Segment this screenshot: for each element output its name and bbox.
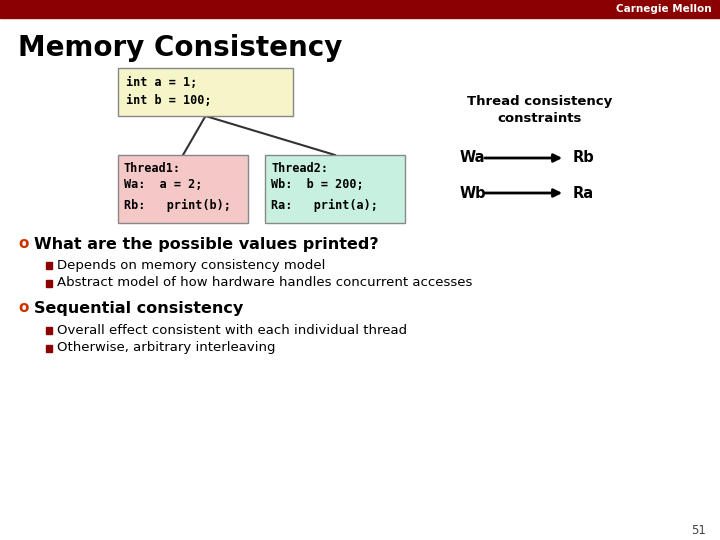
Text: Ra:   print(a);: Ra: print(a); bbox=[271, 199, 378, 212]
Text: Carnegie Mellon: Carnegie Mellon bbox=[616, 4, 712, 14]
Text: o: o bbox=[18, 237, 28, 252]
Text: Thread2:: Thread2: bbox=[271, 161, 328, 174]
FancyBboxPatch shape bbox=[118, 68, 293, 116]
Text: Depends on memory consistency model: Depends on memory consistency model bbox=[57, 259, 325, 272]
Text: Wa: Wa bbox=[460, 151, 485, 165]
Text: Thread consistency
constraints: Thread consistency constraints bbox=[467, 95, 613, 125]
Text: Overall effect consistent with each individual thread: Overall effect consistent with each indi… bbox=[57, 323, 407, 336]
Text: Wb:  b = 200;: Wb: b = 200; bbox=[271, 179, 364, 192]
Bar bbox=[46, 262, 52, 269]
Text: Rb: Rb bbox=[573, 151, 595, 165]
Text: int b = 100;: int b = 100; bbox=[126, 93, 212, 106]
FancyBboxPatch shape bbox=[265, 155, 405, 223]
Text: Thread1:: Thread1: bbox=[124, 161, 181, 174]
Text: int a = 1;: int a = 1; bbox=[126, 76, 197, 89]
Bar bbox=[46, 280, 52, 287]
FancyBboxPatch shape bbox=[118, 155, 248, 223]
Bar bbox=[0, 0, 720, 18]
Text: What are the possible values printed?: What are the possible values printed? bbox=[34, 237, 379, 252]
Text: Sequential consistency: Sequential consistency bbox=[34, 300, 243, 315]
Text: Rb:   print(b);: Rb: print(b); bbox=[124, 199, 231, 212]
Text: Wb: Wb bbox=[460, 186, 487, 200]
Text: o: o bbox=[18, 300, 28, 315]
Text: Abstract model of how hardware handles concurrent accesses: Abstract model of how hardware handles c… bbox=[57, 276, 472, 289]
Bar bbox=[46, 345, 52, 352]
Text: Wa:  a = 2;: Wa: a = 2; bbox=[124, 179, 202, 192]
Text: Otherwise, arbitrary interleaving: Otherwise, arbitrary interleaving bbox=[57, 341, 276, 354]
Text: Ra: Ra bbox=[573, 186, 594, 200]
Bar bbox=[46, 327, 52, 334]
Text: 51: 51 bbox=[691, 523, 706, 537]
Text: Memory Consistency: Memory Consistency bbox=[18, 34, 343, 62]
